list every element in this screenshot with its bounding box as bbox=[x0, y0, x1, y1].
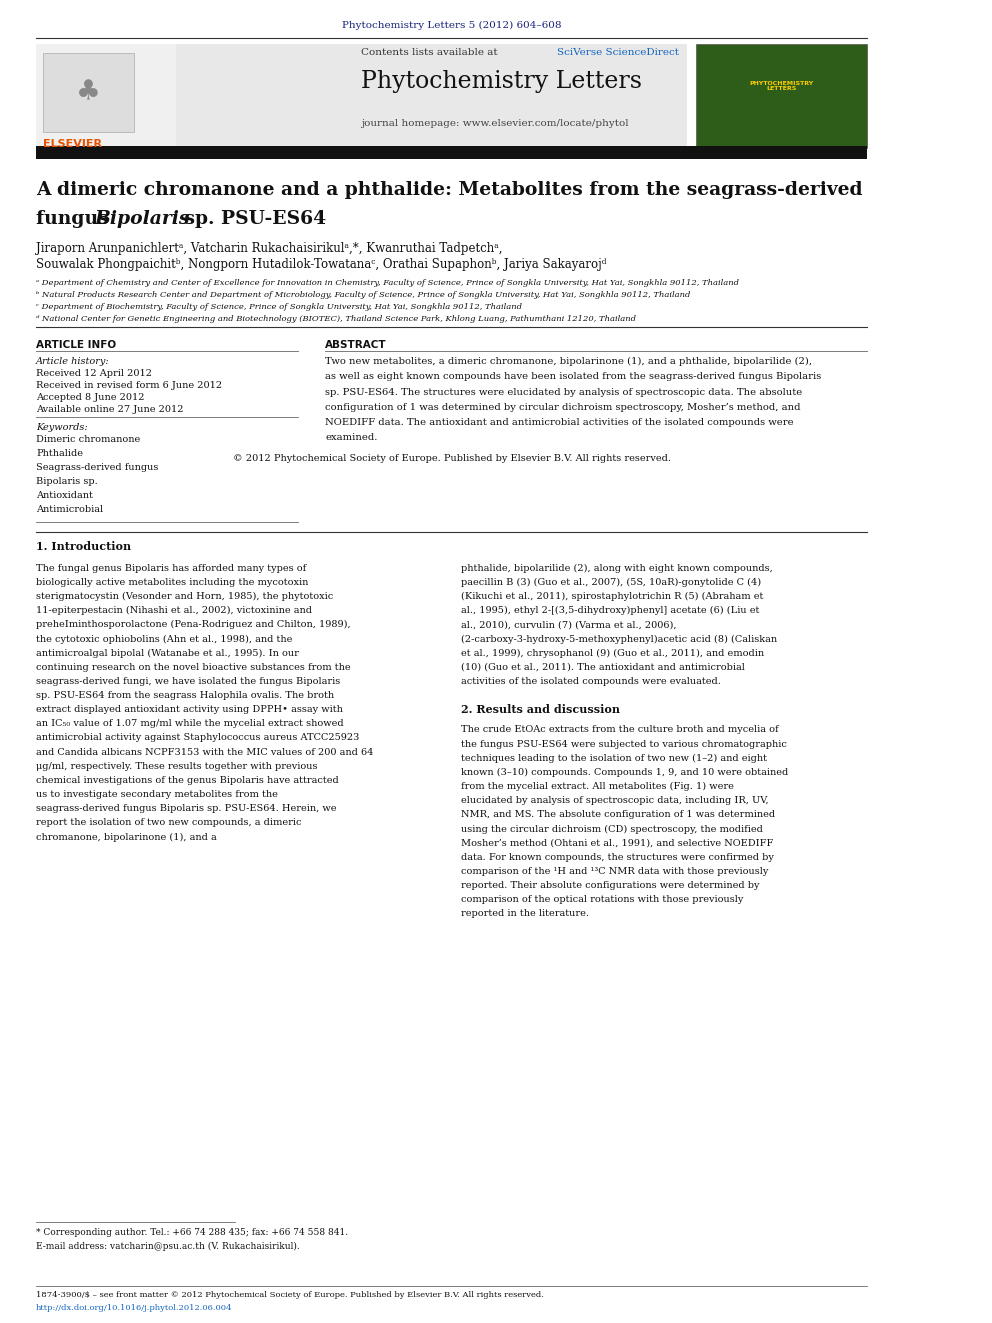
Text: antimicroalgal bipolal (Watanabe et al., 1995). In our: antimicroalgal bipolal (Watanabe et al.,… bbox=[36, 648, 299, 658]
Text: report the isolation of two new compounds, a dimeric: report the isolation of two new compound… bbox=[36, 819, 302, 827]
Text: seagrass-derived fungus Bipolaris sp. PSU-ES64. Herein, we: seagrass-derived fungus Bipolaris sp. PS… bbox=[36, 804, 336, 814]
Text: SciVerse ScienceDirect: SciVerse ScienceDirect bbox=[558, 48, 680, 57]
Text: Phytochemistry Letters 5 (2012) 604–608: Phytochemistry Letters 5 (2012) 604–608 bbox=[342, 21, 561, 30]
Text: fungus: fungus bbox=[36, 210, 115, 229]
Text: examined.: examined. bbox=[325, 434, 378, 442]
FancyBboxPatch shape bbox=[36, 44, 686, 148]
Text: sp. PSU-ES64 from the seagrass Halophila ovalis. The broth: sp. PSU-ES64 from the seagrass Halophila… bbox=[36, 691, 334, 700]
Text: μg/ml, respectively. These results together with previous: μg/ml, respectively. These results toget… bbox=[36, 762, 317, 771]
Text: Available online 27 June 2012: Available online 27 June 2012 bbox=[36, 405, 184, 414]
Text: Bipolaris: Bipolaris bbox=[94, 210, 189, 229]
Text: known (3–10) compounds. Compounds 1, 9, and 10 were obtained: known (3–10) compounds. Compounds 1, 9, … bbox=[460, 767, 788, 777]
Text: Mosher’s method (Ohtani et al., 1991), and selective NOEDIFF: Mosher’s method (Ohtani et al., 1991), a… bbox=[460, 839, 773, 848]
Text: using the circular dichroism (CD) spectroscopy, the modified: using the circular dichroism (CD) spectr… bbox=[460, 824, 763, 833]
Text: chemical investigations of the genus Bipolaris have attracted: chemical investigations of the genus Bip… bbox=[36, 775, 339, 785]
Text: chromanone, bipolarinone (1), and a: chromanone, bipolarinone (1), and a bbox=[36, 832, 217, 841]
Text: Accepted 8 June 2012: Accepted 8 June 2012 bbox=[36, 393, 145, 402]
Text: continuing research on the novel bioactive substances from the: continuing research on the novel bioacti… bbox=[36, 663, 351, 672]
Text: © 2012 Phytochemical Society of Europe. Published by Elsevier B.V. All rights re: © 2012 Phytochemical Society of Europe. … bbox=[233, 454, 671, 463]
Text: Received in revised form 6 June 2012: Received in revised form 6 June 2012 bbox=[36, 381, 222, 390]
Text: reported. Their absolute configurations were determined by: reported. Their absolute configurations … bbox=[460, 881, 759, 890]
Text: biologically active metabolites including the mycotoxin: biologically active metabolites includin… bbox=[36, 578, 309, 587]
Text: configuration of 1 was determined by circular dichroism spectroscopy, Mosher’s m: configuration of 1 was determined by cir… bbox=[325, 402, 801, 411]
Text: al., 1995), ethyl 2-[(3,5-dihydroxy)phenyl] acetate (6) (Liu et: al., 1995), ethyl 2-[(3,5-dihydroxy)phen… bbox=[460, 606, 759, 615]
Text: the fungus PSU-ES64 were subjected to various chromatographic: the fungus PSU-ES64 were subjected to va… bbox=[460, 740, 787, 749]
Text: (2-carboxy-3-hydroxy-5-methoxyphenyl)acetic acid (8) (Caliskan: (2-carboxy-3-hydroxy-5-methoxyphenyl)ace… bbox=[460, 635, 777, 643]
FancyBboxPatch shape bbox=[36, 146, 867, 159]
Text: paecillin B (3) (Guo et al., 2007), (5S, 10aR)-gonytolide C (4): paecillin B (3) (Guo et al., 2007), (5S,… bbox=[460, 578, 761, 587]
Text: The fungal genus Bipolaris has afforded many types of: The fungal genus Bipolaris has afforded … bbox=[36, 564, 307, 573]
Text: NOEDIFF data. The antioxidant and antimicrobial activities of the isolated compo: NOEDIFF data. The antioxidant and antimi… bbox=[325, 418, 794, 427]
Text: Phytochemistry Letters: Phytochemistry Letters bbox=[361, 70, 643, 93]
Text: Article history:: Article history: bbox=[36, 357, 110, 366]
Text: preheIminthosporolactone (Pena-Rodriguez and Chilton, 1989),: preheIminthosporolactone (Pena-Rodriguez… bbox=[36, 620, 351, 630]
Text: ᶜ Department of Biochemistry, Faculty of Science, Prince of Songkla University, : ᶜ Department of Biochemistry, Faculty of… bbox=[36, 303, 522, 311]
Text: Received 12 April 2012: Received 12 April 2012 bbox=[36, 369, 152, 378]
Text: 1. Introduction: 1. Introduction bbox=[36, 541, 131, 552]
Text: as well as eight known compounds have been isolated from the seagrass-derived fu: as well as eight known compounds have be… bbox=[325, 373, 821, 381]
FancyBboxPatch shape bbox=[44, 53, 134, 132]
Text: sterigmatocystin (Vesonder and Horn, 1985), the phytotoxic: sterigmatocystin (Vesonder and Horn, 198… bbox=[36, 591, 333, 601]
Text: 2. Results and discussion: 2. Results and discussion bbox=[460, 704, 620, 716]
Text: activities of the isolated compounds were evaluated.: activities of the isolated compounds wer… bbox=[460, 677, 720, 685]
Text: elucidated by analysis of spectroscopic data, including IR, UV,: elucidated by analysis of spectroscopic … bbox=[460, 796, 769, 806]
Text: Dimeric chromanone: Dimeric chromanone bbox=[36, 435, 141, 445]
Text: sp. PSU-ES64: sp. PSU-ES64 bbox=[178, 210, 326, 229]
Text: al., 2010), curvulin (7) (Varma et al., 2006),: al., 2010), curvulin (7) (Varma et al., … bbox=[460, 620, 677, 630]
Text: E-mail address: vatcharin@psu.ac.th (V. Rukachaisirikul).: E-mail address: vatcharin@psu.ac.th (V. … bbox=[36, 1242, 300, 1252]
Text: journal homepage: www.elsevier.com/locate/phytol: journal homepage: www.elsevier.com/locat… bbox=[361, 119, 629, 128]
Text: * Corresponding author. Tel.: +66 74 288 435; fax: +66 74 558 841.: * Corresponding author. Tel.: +66 74 288… bbox=[36, 1228, 348, 1237]
Text: an IC₅₀ value of 1.07 mg/ml while the mycelial extract showed: an IC₅₀ value of 1.07 mg/ml while the my… bbox=[36, 720, 344, 729]
Text: sp. PSU-ES64. The structures were elucidated by analysis of spectroscopic data. : sp. PSU-ES64. The structures were elucid… bbox=[325, 388, 803, 397]
Text: Souwalak Phongpaichitᵇ, Nongporn Hutadilok-Towatanaᶜ, Orathai Supaphonᵇ, Jariya : Souwalak Phongpaichitᵇ, Nongporn Hutadil… bbox=[36, 258, 607, 271]
Text: seagrass-derived fungi, we have isolated the fungus Bipolaris: seagrass-derived fungi, we have isolated… bbox=[36, 677, 340, 685]
Text: Contents lists available at: Contents lists available at bbox=[361, 48, 501, 57]
Text: PHYTOCHEMISTRY
LETTERS: PHYTOCHEMISTRY LETTERS bbox=[749, 81, 813, 91]
Text: comparison of the optical rotations with those previously: comparison of the optical rotations with… bbox=[460, 896, 743, 905]
Text: reported in the literature.: reported in the literature. bbox=[460, 909, 588, 918]
Text: et al., 1999), chrysophanol (9) (Guo et al., 2011), and emodin: et al., 1999), chrysophanol (9) (Guo et … bbox=[460, 648, 764, 658]
Text: ARTICLE INFO: ARTICLE INFO bbox=[36, 340, 116, 351]
Text: A dimeric chromanone and a phthalide: Metabolites from the seagrass-derived: A dimeric chromanone and a phthalide: Me… bbox=[36, 181, 863, 200]
Text: (10) (Guo et al., 2011). The antioxidant and antimicrobial: (10) (Guo et al., 2011). The antioxidant… bbox=[460, 663, 745, 672]
Text: 11-epiterpestacin (Nihashi et al., 2002), victoxinine and: 11-epiterpestacin (Nihashi et al., 2002)… bbox=[36, 606, 312, 615]
Text: Seagrass-derived fungus: Seagrass-derived fungus bbox=[36, 463, 159, 472]
FancyBboxPatch shape bbox=[695, 44, 867, 148]
Text: The crude EtOAc extracts from the culture broth and mycelia of: The crude EtOAc extracts from the cultur… bbox=[460, 725, 779, 734]
Text: Two new metabolites, a dimeric chromanone, bipolarinone (1), and a phthalide, bi: Two new metabolites, a dimeric chromanon… bbox=[325, 357, 812, 366]
FancyBboxPatch shape bbox=[36, 44, 177, 148]
Text: comparison of the ¹H and ¹³C NMR data with those previously: comparison of the ¹H and ¹³C NMR data wi… bbox=[460, 867, 768, 876]
Text: and Candida albicans NCPF3153 with the MIC values of 200 and 64: and Candida albicans NCPF3153 with the M… bbox=[36, 747, 374, 757]
Text: phthalide, bipolarilide (2), along with eight known compounds,: phthalide, bipolarilide (2), along with … bbox=[460, 564, 773, 573]
Text: ELSEVIER: ELSEVIER bbox=[44, 139, 102, 149]
Text: techniques leading to the isolation of two new (1–2) and eight: techniques leading to the isolation of t… bbox=[460, 754, 767, 763]
Text: antimicrobial activity against Staphylococcus aureus ATCC25923: antimicrobial activity against Staphyloc… bbox=[36, 733, 359, 742]
Text: 1874-3900/$ – see front matter © 2012 Phytochemical Society of Europe. Published: 1874-3900/$ – see front matter © 2012 Ph… bbox=[36, 1291, 544, 1299]
Text: Antioxidant: Antioxidant bbox=[36, 491, 93, 500]
Text: ♣: ♣ bbox=[76, 78, 101, 107]
Text: data. For known compounds, the structures were confirmed by: data. For known compounds, the structure… bbox=[460, 853, 774, 861]
Text: ABSTRACT: ABSTRACT bbox=[325, 340, 387, 351]
Text: ᵇ Natural Products Research Center and Department of Microbiology, Faculty of Sc: ᵇ Natural Products Research Center and D… bbox=[36, 291, 690, 299]
Text: ᵃ Department of Chemistry and Center of Excellence for Innovation in Chemistry, : ᵃ Department of Chemistry and Center of … bbox=[36, 279, 739, 287]
Text: the cytotoxic ophiobolins (Ahn et al., 1998), and the: the cytotoxic ophiobolins (Ahn et al., 1… bbox=[36, 635, 293, 643]
Text: from the mycelial extract. All metabolites (Fig. 1) were: from the mycelial extract. All metabolit… bbox=[460, 782, 734, 791]
Text: extract displayed antioxidant activity using DPPH• assay with: extract displayed antioxidant activity u… bbox=[36, 705, 343, 714]
Text: Keywords:: Keywords: bbox=[36, 423, 87, 433]
Text: Bipolaris sp.: Bipolaris sp. bbox=[36, 476, 98, 486]
Text: Phthalide: Phthalide bbox=[36, 448, 83, 458]
Text: us to investigate secondary metabolites from the: us to investigate secondary metabolites … bbox=[36, 790, 278, 799]
Text: http://dx.doi.org/10.1016/j.phytol.2012.06.004: http://dx.doi.org/10.1016/j.phytol.2012.… bbox=[36, 1304, 233, 1312]
Text: Jiraporn Arunpanichlertᵃ, Vatcharin Rukachaisirikulᵃ,*, Kwanruthai Tadpetchᵃ,: Jiraporn Arunpanichlertᵃ, Vatcharin Ruka… bbox=[36, 242, 503, 255]
Text: ᵈ National Center for Genetic Engineering and Biotechnology (BIOTEC), Thailand S: ᵈ National Center for Genetic Engineerin… bbox=[36, 315, 636, 323]
Text: Antimicrobial: Antimicrobial bbox=[36, 504, 103, 513]
Text: (Kikuchi et al., 2011), spirostaphylotrichin R (5) (Abraham et: (Kikuchi et al., 2011), spirostaphylotri… bbox=[460, 591, 763, 601]
Text: NMR, and MS. The absolute configuration of 1 was determined: NMR, and MS. The absolute configuration … bbox=[460, 810, 775, 819]
